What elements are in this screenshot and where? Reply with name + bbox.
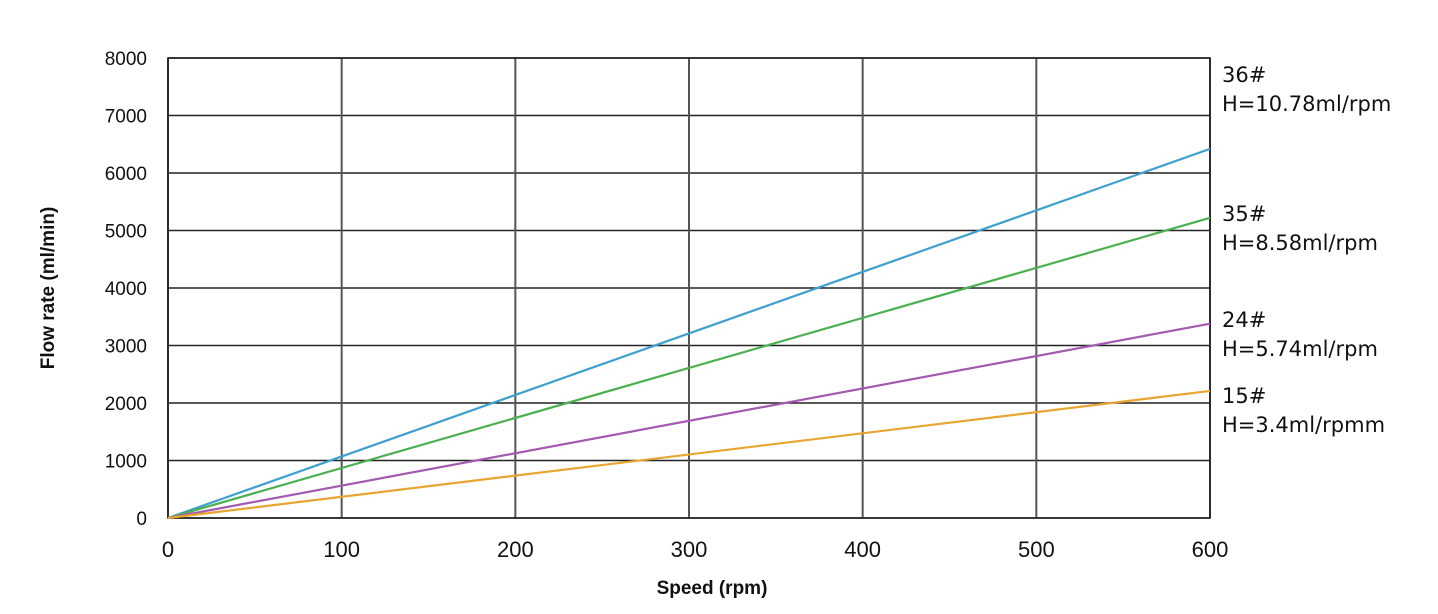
x-axis-title: Speed (rpm)	[657, 578, 768, 599]
x-tick-label: 200	[497, 537, 534, 562]
x-tick-label: 400	[844, 537, 881, 562]
series-line	[167, 147, 1211, 520]
series-label-coefficient: H=5.74ml/rpm	[1222, 337, 1378, 361]
y-tick-label: 5000	[105, 222, 147, 243]
series-label-name: 36#	[1222, 63, 1266, 87]
plot-area-border	[167, 57, 1211, 519]
y-tick-label: 3000	[105, 337, 147, 358]
y-tick-label: 1000	[105, 452, 147, 473]
series-label-coefficient: H=3.4ml/rpmm	[1222, 413, 1385, 437]
series-line	[167, 389, 1211, 520]
x-tick-label: 0	[162, 537, 174, 562]
series-line	[167, 322, 1211, 520]
y-tick-label: 4000	[105, 279, 147, 300]
series-label-name: 15#	[1222, 384, 1266, 408]
y-tick-label: 8000	[105, 49, 147, 70]
series-label-name: 35#	[1222, 202, 1266, 226]
series-label-coefficient: H=10.78ml/rpm	[1222, 92, 1391, 116]
plot-frame	[167, 57, 1211, 519]
series-line	[167, 216, 1211, 520]
series-label-coefficient: H=8.58ml/rpm	[1222, 231, 1378, 255]
chart-series-lines	[167, 147, 1211, 520]
x-tick-label: 600	[1192, 537, 1229, 562]
x-tick-label: 500	[1018, 537, 1055, 562]
y-tick-label: 6000	[105, 164, 147, 185]
x-axis-ticks: 0 100 200 300 400 500 600	[162, 537, 1228, 562]
x-tick-label: 100	[323, 537, 360, 562]
chart-grid	[167, 57, 1211, 519]
y-tick-label: 2000	[105, 394, 147, 415]
series-labels: 36# H=10.78ml/rpm 35# H=8.58ml/rpm 24# H=5.74…	[1222, 63, 1391, 437]
y-tick-label: 0	[136, 509, 147, 530]
series-label-name: 24#	[1222, 308, 1266, 332]
x-tick-label: 300	[671, 537, 708, 562]
y-axis-title: Flow rate (ml/min)	[38, 207, 59, 370]
y-axis-ticks: 0 1000 2000 3000 4000 5000 6000 7000 8000	[105, 49, 147, 530]
y-tick-label: 7000	[105, 107, 147, 128]
